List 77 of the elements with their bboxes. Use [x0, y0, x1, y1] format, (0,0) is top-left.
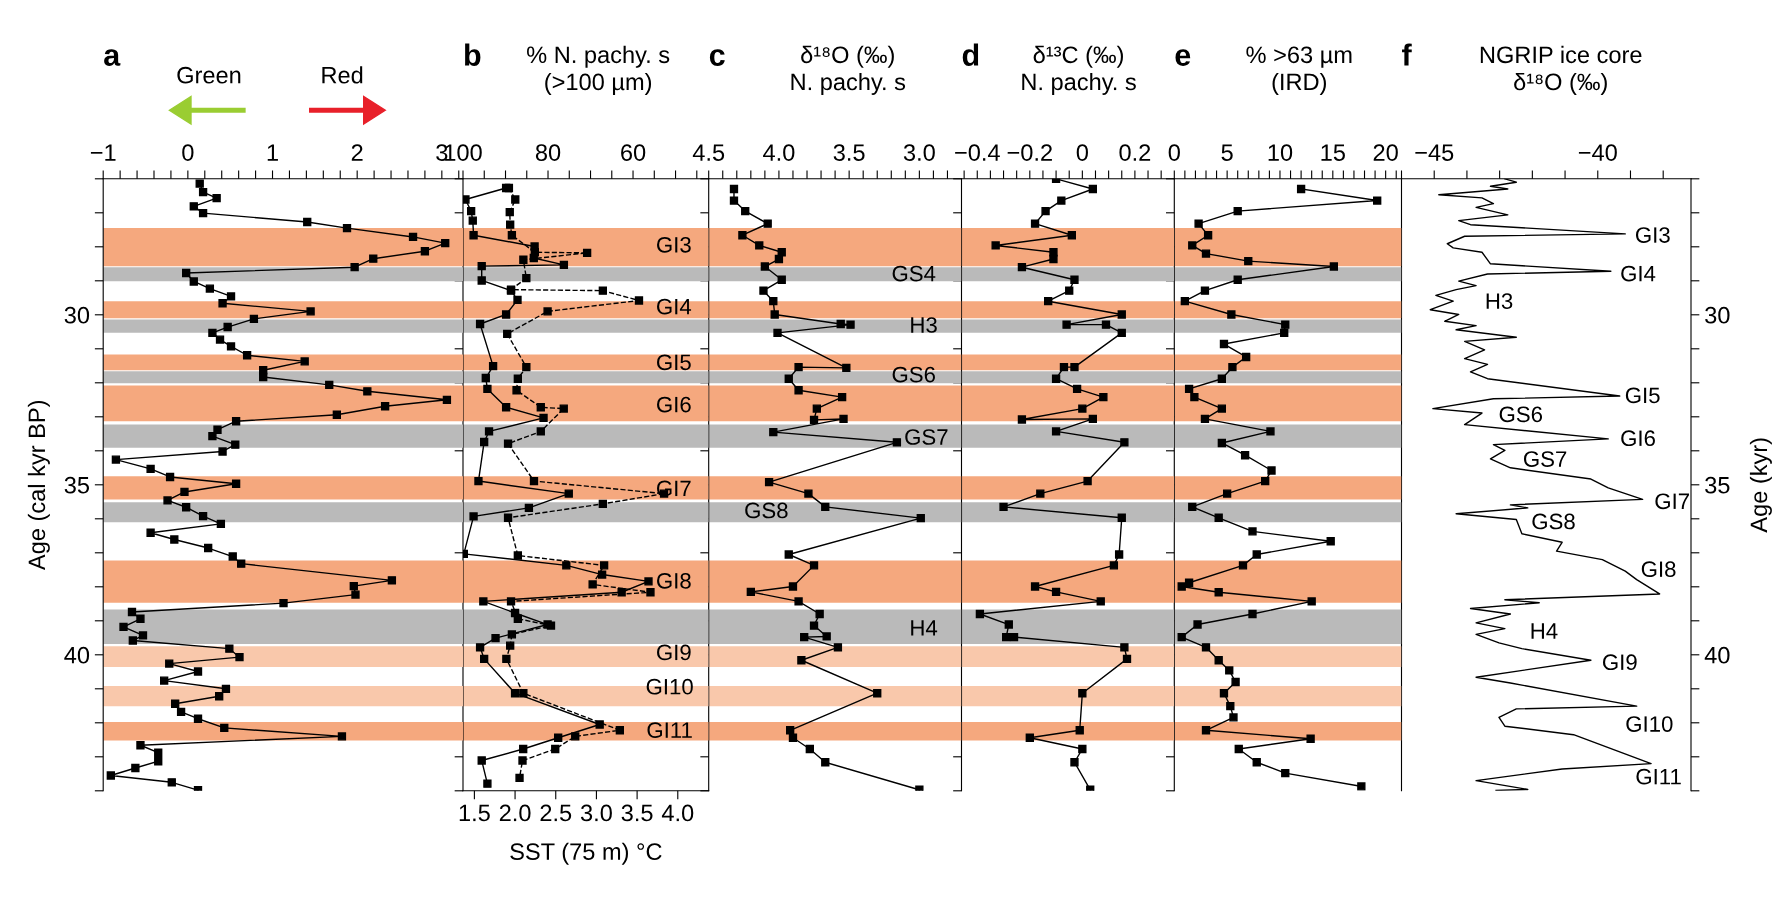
y-tick-label: 40 [64, 646, 90, 664]
x-tick-label: 4.0 [661, 804, 694, 822]
x-axis-title: % >63 µm (IRD) [1246, 46, 1352, 95]
x2-tick-label: 60 [621, 144, 646, 161]
annotation: H4 [1531, 623, 1558, 639]
annotation: GS4 [892, 265, 936, 282]
x-tick-label: 3.0 [580, 804, 612, 822]
annotation: GI11 [1636, 768, 1681, 785]
annotation: GS8 [1532, 513, 1575, 530]
annotation: GS6 [892, 366, 935, 383]
x-tick-label: 2.5 [540, 804, 572, 822]
annotation: GI3 [1636, 227, 1670, 243]
x-tick-label: −0.4 [955, 144, 1000, 161]
annotation: GI11 [647, 722, 692, 739]
x-tick-label: 15 [1321, 144, 1345, 161]
x-tick-label: −0.2 [1007, 144, 1052, 161]
annotation: GS6 [1499, 406, 1543, 423]
chart-title: c [709, 49, 725, 66]
chart-title: a [104, 49, 121, 66]
y-axis-title: Age (cal kyr BP) [27, 400, 50, 571]
chart-title: d [962, 43, 979, 66]
x-tick-label: 3.0 [903, 144, 935, 161]
chart-title: b [465, 43, 481, 66]
x-axis-title: δ¹³C (‰) N. pachy. s [1022, 45, 1136, 95]
annotation: GI5 [1625, 387, 1660, 404]
annotation: GI9 [657, 644, 691, 661]
chart-title: e [1175, 49, 1191, 66]
annotation: GI10 [646, 678, 693, 695]
x-tick-label: 1 [267, 144, 278, 161]
x-tick-label: 3.5 [621, 804, 653, 822]
x2-axis-title: % N. pachy. s (>100 µm) [527, 45, 670, 95]
text: Green [177, 66, 241, 84]
y-tick-label: 30 [64, 306, 90, 324]
annotation: GI4 [657, 298, 692, 315]
annotation: GI3 [657, 236, 691, 253]
annotation: GI6 [1621, 430, 1655, 447]
x-tick-label: 0 [1168, 144, 1180, 161]
y2-axis-title: Age (kyr) [1749, 438, 1772, 533]
y2-tick-label: 40 [1704, 646, 1730, 664]
x-tick-label: −1 [90, 144, 116, 161]
annotation: GI10 [1626, 716, 1673, 732]
x-tick-label: 5 [1221, 144, 1233, 161]
y-tick-label: 35 [64, 476, 90, 494]
x-tick-label: 4.0 [763, 144, 795, 161]
x-tick-label: 1.5 [459, 804, 490, 822]
y2-tick-label: 35 [1705, 476, 1730, 494]
annotation: GI8 [1641, 561, 1676, 578]
x2-tick-label: 80 [535, 144, 561, 161]
x-tick-label: 4.5 [692, 144, 725, 161]
annotation: H4 [911, 620, 938, 636]
text: Red [322, 66, 363, 84]
annotation: H3 [911, 317, 937, 333]
x-axis-title: δ¹⁸O (‰) N. pachy. s [791, 45, 906, 95]
x-tick-label: 10 [1268, 144, 1293, 161]
x-tick-label: 2 [351, 144, 363, 161]
chart-title: f [1402, 43, 1412, 66]
annotation: H3 [1486, 293, 1513, 309]
annotation: GS7 [905, 429, 948, 445]
annotation: GS7 [1523, 451, 1567, 467]
annotation: GI6 [657, 396, 691, 413]
x-axis-title: SST (75 m) °C [510, 842, 662, 865]
annotation: GS8 [745, 502, 788, 519]
annotation: GI8 [657, 572, 691, 589]
x-tick-label: −45 [1415, 144, 1454, 161]
annotation: GI4 [1621, 265, 1656, 282]
x-axis-title: NGRIP ice core δ¹⁸O (‰) [1480, 45, 1642, 95]
x-tick-label: 20 [1373, 144, 1398, 161]
x-tick-label: 3.5 [833, 144, 865, 161]
annotation: GI5 [657, 354, 691, 371]
y2-tick-label: 30 [1705, 306, 1730, 324]
x-tick-label: −40 [1578, 144, 1617, 161]
x-tick-label: 2.0 [499, 804, 531, 822]
x-tick-label: 0 [182, 144, 194, 161]
annotation: GI7 [1655, 493, 1689, 510]
x-tick-label: 0 [1076, 144, 1088, 161]
annotation: GI9 [1602, 654, 1637, 671]
x-tick-label: 0.2 [1119, 144, 1151, 161]
